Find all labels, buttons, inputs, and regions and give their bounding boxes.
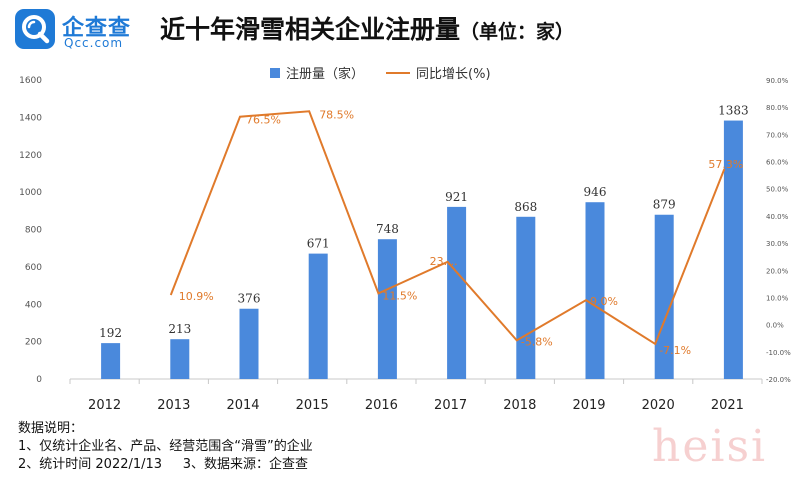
legend: 注册量（家） 同比增长(%): [270, 63, 491, 82]
watermark: heisi: [652, 421, 768, 472]
bar-value-label: 868: [514, 200, 537, 214]
bar: [239, 308, 259, 379]
bar: [516, 216, 536, 379]
bar: [170, 339, 190, 379]
bar: [723, 120, 743, 379]
data-notes: 数据说明： 1、仅统计企业名、产品、经营范围含“滑雪”的企业 2、统计时间 20…: [18, 420, 313, 474]
y-left-tick-label: 1600: [19, 76, 42, 86]
growth-value-label: 78.5%: [319, 108, 354, 121]
growth-value-label: 57.3%: [708, 158, 743, 171]
y-right-tick-label: 10.0%: [766, 294, 789, 302]
growth-value-label: 23....: [430, 255, 458, 268]
legend-label-bar: 注册量（家）: [286, 67, 365, 82]
growth-value-label: 10.9%: [179, 290, 214, 303]
y-right-tick-label: 20.0%: [766, 267, 789, 275]
chart-title-unit: （单位：家）: [460, 21, 575, 43]
bar-value-label: 671: [307, 237, 330, 251]
x-tick-label: 2015: [296, 398, 329, 413]
y-right-tick-label: 70.0%: [766, 131, 789, 139]
notes-heading: 数据说明：: [18, 421, 84, 436]
x-tick-label: 2019: [572, 398, 605, 413]
y-left-tick-label: 600: [25, 263, 42, 273]
bar: [654, 214, 674, 379]
bar-value-label: 213: [168, 322, 191, 336]
y-right-tick-label: 40.0%: [766, 213, 789, 221]
notes-line-1: 1、仅统计企业名、产品、经营范围含“滑雪”的企业: [18, 439, 313, 454]
brand-domain: Qcc.com: [64, 36, 124, 50]
y-left-tick-label: 400: [25, 300, 42, 310]
y-right-tick-label: 50.0%: [766, 186, 789, 194]
growth-value-label: -7.1%: [659, 344, 691, 357]
bar-value-label: 879: [653, 198, 676, 212]
y-left-tick-label: 1200: [19, 151, 42, 161]
x-tick-label: 2016: [365, 398, 398, 413]
bar-value-label: 748: [376, 222, 399, 236]
bar: [447, 206, 467, 379]
y-left-tick-label: 800: [25, 226, 42, 236]
bar: [308, 253, 328, 379]
growth-value-label: 76.5%: [246, 114, 281, 127]
y-right-tick-label: -20.0%: [766, 376, 791, 384]
y-right-tick-label: 90.0%: [766, 77, 789, 85]
bar: [101, 343, 121, 379]
y-left-tick-label: 200: [25, 338, 42, 348]
legend-item-line: 同比增长(%): [386, 63, 491, 82]
legend-label-line: 同比增长(%): [416, 67, 491, 82]
x-tick-label: 2014: [226, 398, 259, 413]
x-tick-label: 2020: [642, 398, 675, 413]
x-tick-label: 2013: [157, 398, 190, 413]
x-tick-label: 2018: [503, 398, 536, 413]
growth-value-label: 11.5%: [382, 289, 417, 302]
x-tick-label: 2012: [88, 398, 121, 413]
brand-name: 企查查: [62, 16, 132, 41]
y-left-tick-label: 1000: [19, 188, 42, 198]
y-right-tick-label: 60.0%: [766, 159, 789, 167]
bar: [585, 202, 605, 379]
growth-value-label: 9.0%: [590, 295, 618, 308]
bar-value-label: 1383: [718, 104, 749, 118]
qcc-logo: 企查查 Qcc.com: [14, 8, 154, 52]
y-right-tick-label: 0.0%: [766, 322, 784, 330]
bar-value-label: 921: [445, 190, 468, 204]
x-tick-label: 2021: [711, 398, 744, 413]
y-right-tick-label: 30.0%: [766, 240, 789, 248]
y-right-tick-label: -10.0%: [766, 349, 791, 357]
legend-swatch-line: [386, 71, 411, 74]
legend-swatch-bar: [270, 67, 280, 78]
notes-line-2: 2、统计时间 2022/1/13 3、数据来源：企查查: [18, 457, 308, 472]
y-right-tick-label: 80.0%: [766, 104, 789, 112]
bar-value-label: 192: [99, 326, 122, 340]
bar-value-label: 376: [238, 292, 261, 306]
bar-value-label: 946: [584, 185, 607, 199]
legend-item-bar: 注册量（家）: [270, 63, 364, 82]
y-left-tick-label: 1400: [19, 113, 42, 123]
y-left-tick-label: 0: [36, 375, 42, 385]
growth-value-label: -5.8%: [521, 335, 553, 348]
chart-title: 近十年滑雪相关企业注册量（单位：家）: [160, 10, 574, 46]
x-tick-label: 2017: [434, 398, 467, 413]
chart-title-main: 近十年滑雪相关企业注册量: [160, 15, 461, 44]
bar: [377, 239, 397, 379]
qcc-magnifier-icon: [15, 9, 55, 49]
